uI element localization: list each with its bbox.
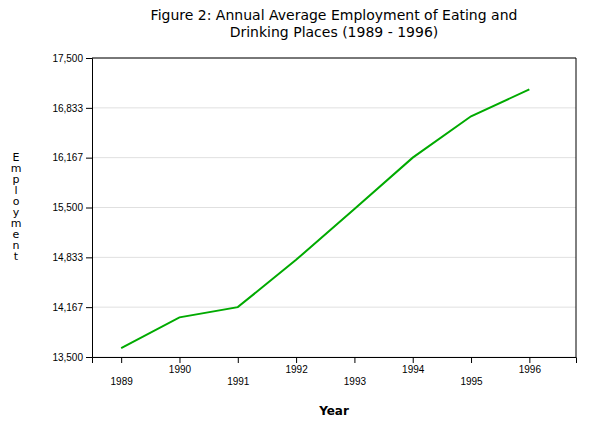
grid-line bbox=[92, 207, 576, 208]
chart: 1989 1990 1991 1992 1993 1994 1995 1996 13,500 14… bbox=[0, 0, 600, 429]
x-tick-label: 1994 bbox=[402, 364, 425, 375]
x-tick: 1993 bbox=[344, 357, 367, 387]
y-tick-mark bbox=[86, 158, 92, 159]
y-tick: 16,167 bbox=[52, 152, 92, 163]
y-tick-label: 14,833 bbox=[52, 252, 83, 263]
grid-line bbox=[92, 257, 576, 258]
line bbox=[121, 89, 529, 348]
y-tick-mark bbox=[86, 257, 92, 258]
x-tick: 1990 bbox=[169, 357, 192, 375]
y-grid bbox=[92, 58, 576, 357]
y-tick-label: 15,500 bbox=[52, 202, 83, 213]
y-tick: 14,167 bbox=[52, 302, 92, 313]
x-tick-mark bbox=[179, 357, 180, 363]
y-tick-label: 16,167 bbox=[52, 152, 83, 163]
y-axis: 13,500 14,167 14,833 15,500 16,167 16,833 17,5… bbox=[52, 53, 92, 363]
x-tick-label: 1991 bbox=[227, 376, 250, 387]
y-tick-label: 13,500 bbox=[52, 352, 83, 363]
frame bbox=[576, 58, 577, 357]
title: Figure 2: Annual Average Employment of E… bbox=[151, 7, 518, 40]
x-tick-mark bbox=[238, 357, 239, 363]
y-tick-mark bbox=[86, 307, 92, 308]
grid-line bbox=[92, 58, 576, 59]
y-tick: 17,500 bbox=[52, 53, 92, 64]
x-tick: 1989 bbox=[111, 357, 134, 387]
plot: 1989 1990 1991 1992 1993 1994 1995 1996 13,500 14… bbox=[52, 53, 576, 387]
frame bbox=[92, 58, 576, 59]
grid-line bbox=[92, 307, 576, 308]
y-tick: 14,833 bbox=[52, 252, 92, 263]
x-tick: 1996 bbox=[519, 357, 542, 375]
y-tick-label: 17,500 bbox=[52, 53, 83, 64]
x-tick-label: 1995 bbox=[460, 376, 483, 387]
x-axis-line bbox=[93, 358, 577, 364]
y-axis-line bbox=[86, 59, 93, 358]
y-tick-mark bbox=[86, 108, 92, 109]
grid-line bbox=[92, 107, 576, 108]
y-tick-mark bbox=[86, 58, 92, 59]
x-tick-label: 1992 bbox=[285, 364, 308, 375]
x-axis-label: Year bbox=[318, 404, 349, 418]
y-tick-mark bbox=[86, 357, 92, 358]
x-tick-mark bbox=[413, 357, 414, 363]
y-tick-label: 16,833 bbox=[52, 103, 83, 114]
y-tick: 13,500 bbox=[52, 352, 92, 363]
x-tick-label: 1993 bbox=[344, 376, 367, 387]
y-tick: 16,833 bbox=[52, 103, 92, 114]
x-tick: 1995 bbox=[460, 357, 483, 387]
x-tick-label: 1989 bbox=[111, 376, 134, 387]
x-tick-label: 1990 bbox=[169, 364, 192, 375]
grid-line bbox=[92, 157, 576, 158]
x-axis: 1989 1990 1991 1992 1993 1994 1995 1996 bbox=[93, 357, 577, 387]
x-tick: 1992 bbox=[285, 357, 308, 375]
x-tick: 1991 bbox=[227, 357, 250, 387]
x-tick-mark bbox=[296, 357, 297, 363]
x-tick-mark bbox=[529, 357, 530, 363]
x-tick: 1994 bbox=[402, 357, 425, 375]
y-axis-label: Employment bbox=[11, 151, 22, 263]
y-tick-mark bbox=[86, 208, 92, 209]
x-tick-mark bbox=[121, 357, 122, 363]
x-tick-label: 1996 bbox=[519, 364, 542, 375]
x-tick-mark bbox=[354, 357, 355, 363]
marks bbox=[121, 89, 529, 348]
y-tick: 15,500 bbox=[52, 202, 92, 213]
y-tick-label: 14,167 bbox=[52, 302, 83, 313]
x-tick-mark bbox=[471, 357, 472, 363]
